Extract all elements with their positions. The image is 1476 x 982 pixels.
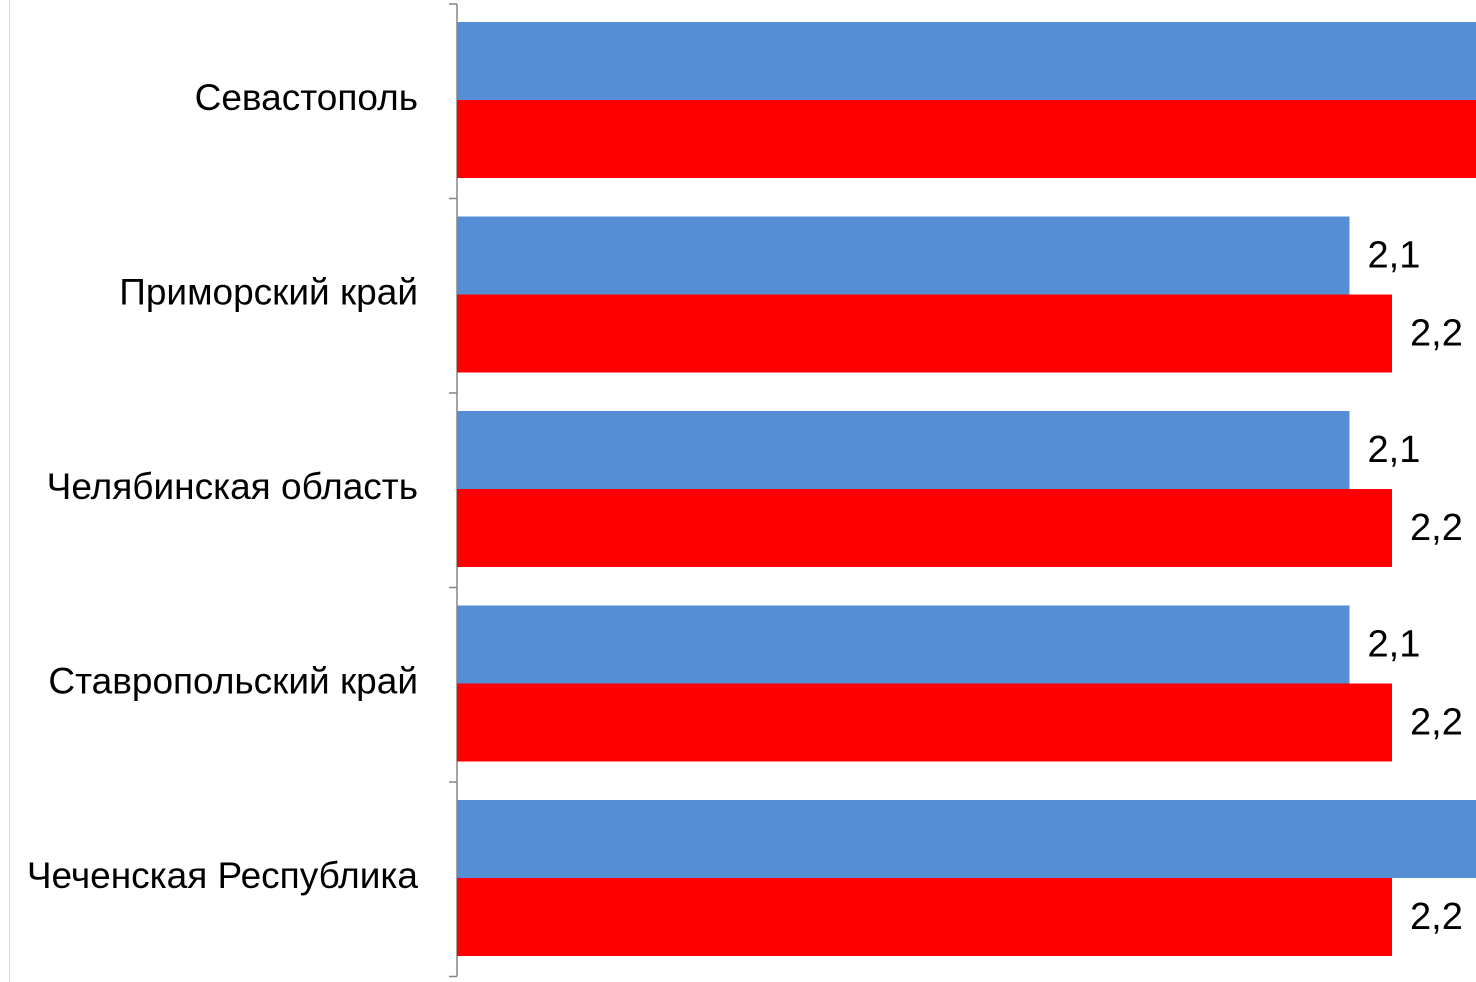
chart-frame-line bbox=[9, 0, 10, 982]
data-label: 2,2 bbox=[1410, 313, 1463, 355]
bar-series-2 bbox=[457, 489, 1392, 567]
bar-series-2 bbox=[457, 294, 1392, 373]
bar-series-1 bbox=[457, 605, 1350, 684]
bar-series-2 bbox=[457, 878, 1392, 956]
category-label: Чеченская Республика bbox=[27, 855, 419, 896]
category-label: Ставропольский край bbox=[48, 660, 418, 701]
data-label: 2,1 bbox=[1368, 624, 1421, 666]
data-label: 2,2 bbox=[1410, 702, 1463, 744]
bar-series-2 bbox=[457, 683, 1392, 762]
bar-series-1 bbox=[457, 22, 1476, 100]
category-label: Челябинская область bbox=[47, 466, 418, 507]
bar-series-1 bbox=[457, 216, 1350, 295]
bar-series-2 bbox=[457, 100, 1476, 178]
data-label: 2,1 bbox=[1368, 235, 1421, 277]
bar-series-1 bbox=[457, 411, 1350, 489]
bar-series-1 bbox=[457, 800, 1476, 878]
category-label: Приморский край bbox=[119, 271, 418, 312]
data-label: 2,2 bbox=[1410, 507, 1463, 549]
data-label: 2,2 bbox=[1410, 896, 1463, 938]
data-label: 2,1 bbox=[1368, 429, 1421, 471]
category-label: Севастополь bbox=[195, 77, 418, 118]
